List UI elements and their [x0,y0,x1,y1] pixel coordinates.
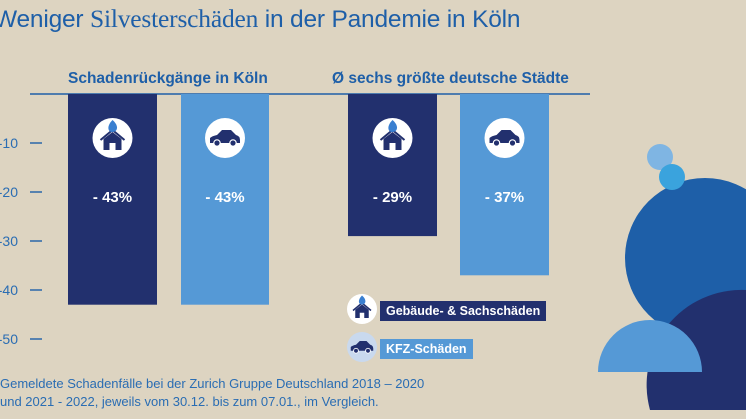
footnote-line-1: Gemeldete Schadenfälle bei der Zurich Gr… [0,376,425,391]
decor-circle-small-1 [647,144,673,170]
car-wheel [492,139,501,147]
flame-shape [358,295,366,305]
group-label-staedte: Ø sechs größte deutsche Städte [332,70,569,87]
car-wheel [353,347,359,354]
y-tick-label: -10 [0,135,18,151]
bar-gebaeude [348,94,437,237]
y-axis-ticks: -10 -20 -30 -40 -50 [0,135,42,347]
title-post: in der Pandemie in Köln [258,6,521,33]
legend-label-kfz: KFZ-Schäden [380,339,473,359]
legend-house-fire-icon [347,294,377,324]
decor-circle-small-2 [659,164,685,190]
decorative-shapes [598,144,746,410]
legend-label-gebaeude: Gebäude- & Sachschäden [380,301,547,321]
house-door [359,312,365,318]
decor-half-circle-light [598,320,702,372]
car-wheel [508,139,517,147]
page-title: Weniger Silvesterschäden in der Pandemie… [0,4,521,34]
y-tick-label: -20 [0,184,18,200]
bar-value-label: - 29% [373,189,412,206]
bar-value-label: - 43% [93,189,132,206]
house-door [109,143,116,150]
car-wheel [229,139,237,147]
y-tick-label: -50 [0,331,18,347]
house-shape [103,132,122,150]
car-icon [484,118,525,158]
group-label-koeln: Schadenrückgänge in Köln [68,70,268,87]
y-tick-label: -40 [0,282,18,298]
house-door [389,143,396,150]
bar-value-label: - 43% [205,189,244,206]
bar-value-label: - 37% [485,189,524,206]
car-icon [205,118,245,158]
house-fire-icon [372,118,413,158]
house-shape [383,132,402,150]
title-pre: Weniger [0,6,90,33]
house-fire-icon [92,118,133,158]
house-shape [355,304,369,318]
legend-car-icon [347,332,377,362]
car-wheel [213,139,221,147]
flame-shape [108,120,118,132]
legend-icons [347,294,377,362]
title-accent: Silvesterschäden [90,4,259,33]
bars: - 43% - 43% - 29% - 37% [68,94,549,305]
footnote: Gemeldete Schadenfälle bei der Zurich Gr… [0,375,424,411]
y-tick-label: -30 [0,233,18,249]
flame-shape [388,120,398,132]
footnote-line-2: und 2021 - 2022, jeweils vom 30.12. bis … [0,394,379,409]
car-wheel [365,347,371,354]
